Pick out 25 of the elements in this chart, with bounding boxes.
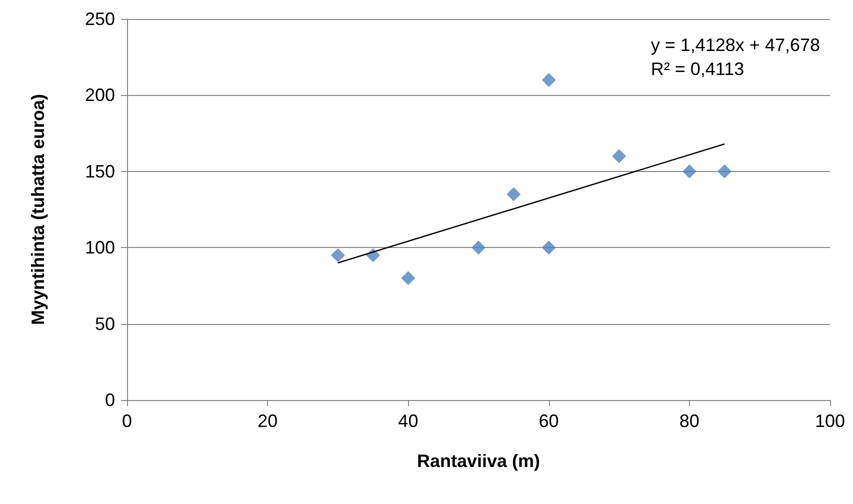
y-tick-label: 250	[84, 9, 115, 29]
point	[542, 240, 556, 255]
point	[718, 164, 732, 178]
x-tick-label: 20	[258, 411, 278, 431]
annotation: y = 1,4128x + 47,678	[650, 35, 820, 55]
y-tick-label: 100	[84, 238, 115, 258]
x-tick-label: 100	[814, 411, 846, 431]
x-tick-label: 60	[538, 411, 559, 431]
point	[506, 187, 521, 202]
point	[401, 271, 416, 286]
x-axis-title: Rantaviiva (m)	[416, 451, 540, 471]
point	[472, 240, 486, 255]
point	[330, 248, 345, 262]
y-tick-label: 150	[84, 161, 115, 182]
x-tick-label: 80	[679, 411, 700, 431]
point	[542, 72, 556, 87]
y-tick-label: 200	[84, 85, 115, 106]
point	[682, 164, 696, 178]
y-axis-title: Myyntihinta (tuhatta euroa)	[28, 94, 48, 326]
point	[612, 149, 626, 164]
x-tick-label: 40	[398, 411, 418, 431]
x-tick-label: 0	[122, 411, 132, 431]
y-tick-label: 0	[104, 390, 115, 410]
y-tick-label: 50	[94, 314, 115, 334]
annotation: R² = 0,4113	[650, 59, 744, 79]
